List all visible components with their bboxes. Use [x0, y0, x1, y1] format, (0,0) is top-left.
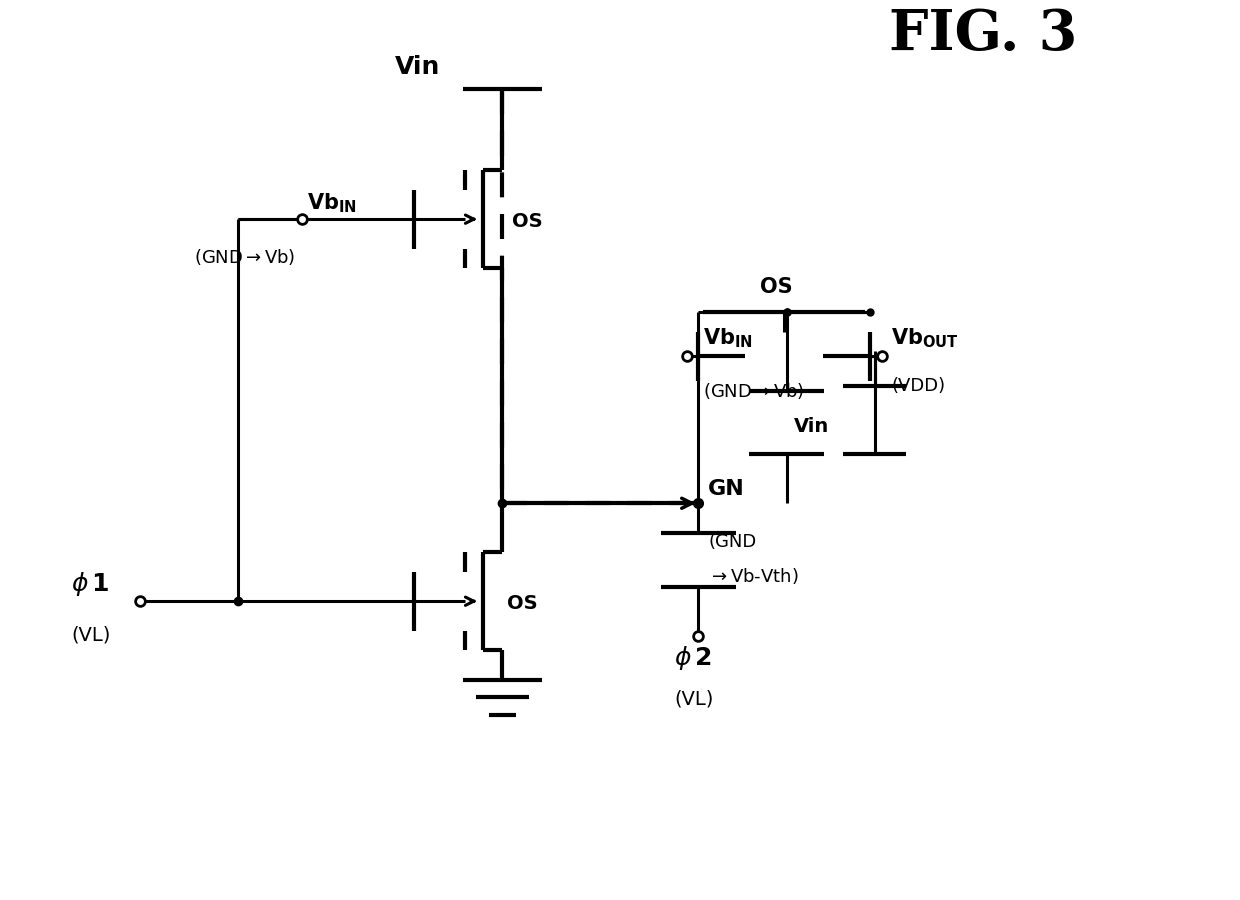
- Text: Vin: Vin: [795, 418, 830, 436]
- Text: Vb$_{\mathregular{IN}}$: Vb$_{\mathregular{IN}}$: [306, 192, 356, 215]
- Text: (GND$\rightarrow$Vb): (GND$\rightarrow$Vb): [703, 382, 805, 401]
- Text: (GND: (GND: [708, 534, 756, 552]
- Text: Vb$_{\mathregular{OUT}}$: Vb$_{\mathregular{OUT}}$: [892, 327, 959, 350]
- Text: OS: OS: [760, 276, 792, 297]
- Text: $\phi\,$1: $\phi\,$1: [72, 571, 109, 598]
- Text: $\phi\,$2: $\phi\,$2: [673, 644, 712, 672]
- Text: OS: OS: [507, 594, 538, 613]
- Text: $\rightarrow$Vb-Vth): $\rightarrow$Vb-Vth): [708, 565, 799, 586]
- Text: (VDD): (VDD): [892, 376, 945, 394]
- Text: (GND$\rightarrow$Vb): (GND$\rightarrow$Vb): [193, 248, 295, 267]
- Text: Vin: Vin: [394, 55, 440, 79]
- Text: OS: OS: [512, 212, 543, 231]
- Text: (VL): (VL): [72, 626, 110, 644]
- Text: (VL): (VL): [673, 689, 713, 708]
- Text: FIG. 3: FIG. 3: [889, 6, 1078, 62]
- Text: Vb$_{\mathregular{IN}}$: Vb$_{\mathregular{IN}}$: [703, 327, 753, 350]
- Text: GN: GN: [708, 480, 745, 500]
